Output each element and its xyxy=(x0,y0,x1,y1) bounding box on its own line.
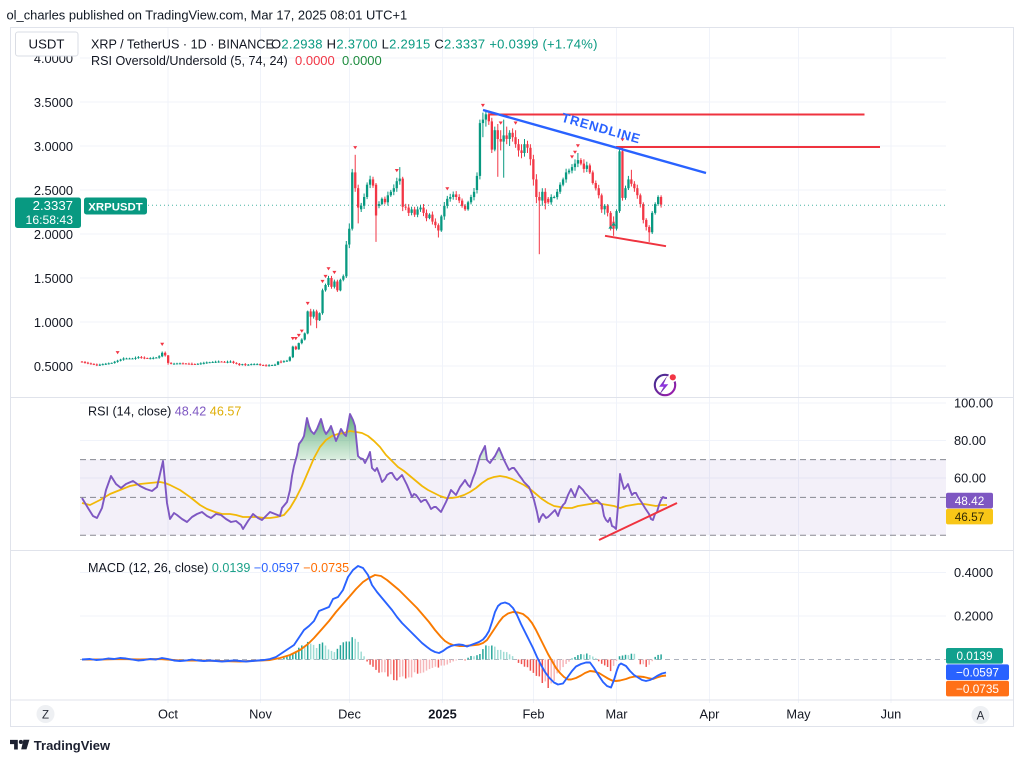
svg-text:Feb: Feb xyxy=(522,707,544,722)
svg-text:Mar: Mar xyxy=(605,707,628,722)
svg-text:1.5000: 1.5000 xyxy=(34,271,73,286)
svg-text:−0.0735: −0.0735 xyxy=(956,682,999,696)
svg-text:Dec: Dec xyxy=(338,707,361,722)
svg-text:ol_charles published on Tradin: ol_charles published on TradingView.com,… xyxy=(7,8,408,23)
svg-text:0.0000: 0.0000 xyxy=(295,53,335,68)
svg-text:80.00: 80.00 xyxy=(954,433,986,448)
svg-text:0.0139: 0.0139 xyxy=(956,649,992,663)
svg-text:3.5000: 3.5000 xyxy=(34,95,73,110)
svg-text:Nov: Nov xyxy=(249,707,272,722)
svg-text:O2.2938 H2.3700 L2.2915 C2.333: O2.2938 H2.3700 L2.2915 C2.3337 +0.0399 … xyxy=(271,37,598,52)
svg-text:0.2000: 0.2000 xyxy=(954,609,993,624)
svg-text:48.42: 48.42 xyxy=(955,494,985,508)
svg-text:2.0000: 2.0000 xyxy=(34,227,73,242)
svg-text:XRPUSDT: XRPUSDT xyxy=(88,201,142,213)
svg-text:60.00: 60.00 xyxy=(954,471,986,486)
svg-text:A: A xyxy=(977,710,985,722)
svg-text:Oct: Oct xyxy=(158,707,178,722)
svg-text:TradingView: TradingView xyxy=(34,738,111,753)
svg-text:XRP / TetherUS · 1D · BINANCE: XRP / TetherUS · 1D · BINANCE xyxy=(91,38,274,52)
svg-text:46.57: 46.57 xyxy=(955,510,985,524)
svg-text:0.5000: 0.5000 xyxy=(34,359,73,374)
svg-text:Apr: Apr xyxy=(700,707,721,722)
svg-text:−0.0597: −0.0597 xyxy=(956,665,999,679)
svg-text:MACD (12, 26, close) 0.0139: MACD (12, 26, close) 0.0139 −0.0597 −0.0… xyxy=(88,561,349,575)
svg-text:USDT: USDT xyxy=(29,37,65,52)
svg-text:16:58:43: 16:58:43 xyxy=(26,213,74,227)
svg-text:RSI Oversold/Undersold (5, 74,: RSI Oversold/Undersold (5, 74, 24) xyxy=(91,54,288,68)
svg-text:RSI (14, close) 48.42 46.57: RSI (14, close) 48.42 46.57 xyxy=(88,405,241,419)
svg-text:2.5000: 2.5000 xyxy=(34,183,73,198)
svg-text:Z: Z xyxy=(42,709,49,721)
svg-text:0.0000: 0.0000 xyxy=(342,53,382,68)
svg-text:100.00: 100.00 xyxy=(954,396,993,411)
svg-text:0.4000: 0.4000 xyxy=(954,565,993,580)
svg-text:2.3337: 2.3337 xyxy=(33,198,73,213)
svg-text:1.0000: 1.0000 xyxy=(34,315,73,330)
svg-text:May: May xyxy=(786,707,811,722)
svg-text:3.0000: 3.0000 xyxy=(34,139,73,154)
svg-text:2025: 2025 xyxy=(428,707,456,722)
svg-text:Jun: Jun xyxy=(881,707,902,722)
